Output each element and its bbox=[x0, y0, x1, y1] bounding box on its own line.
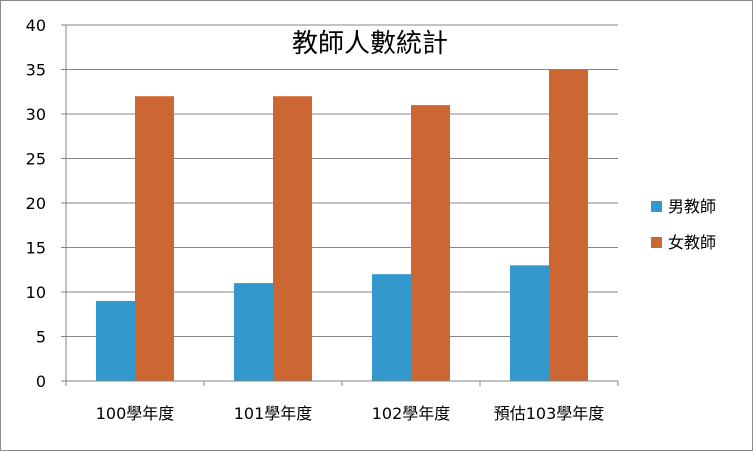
bar-female-1 bbox=[273, 96, 312, 381]
x-category-label: 預估103學年度 bbox=[494, 404, 605, 423]
legend-label: 男教師 bbox=[668, 197, 716, 216]
y-tick-label: 35 bbox=[26, 61, 46, 80]
bar-male-0 bbox=[96, 300, 135, 381]
legend-label: 女教師 bbox=[668, 233, 716, 252]
bar-female-0 bbox=[135, 96, 174, 381]
y-tick-label: 20 bbox=[26, 194, 46, 213]
bar-female-3 bbox=[549, 69, 588, 381]
bar-male-3 bbox=[510, 265, 549, 381]
legend-swatch bbox=[651, 201, 662, 212]
y-tick-label: 10 bbox=[26, 283, 46, 302]
legend-swatch bbox=[651, 237, 662, 248]
bars bbox=[96, 69, 588, 381]
x-category-label: 101學年度 bbox=[234, 404, 313, 423]
y-tick-label: 40 bbox=[26, 16, 46, 35]
x-category-label: 102學年度 bbox=[372, 404, 451, 423]
bar-male-2 bbox=[372, 274, 411, 381]
y-tick-label: 30 bbox=[26, 105, 46, 124]
y-tick-label: 0 bbox=[36, 372, 46, 391]
chart-title: 教師人數統計 bbox=[292, 29, 448, 59]
bar-male-1 bbox=[234, 283, 273, 381]
bar-female-2 bbox=[411, 105, 450, 381]
x-category-label: 100學年度 bbox=[96, 404, 175, 423]
y-tick-label: 25 bbox=[26, 150, 46, 169]
y-tick-label: 5 bbox=[36, 328, 46, 347]
axes: 0 5 10 15 20 25 30 35 40 100學年度 101學年度 102學年度 預估103學… bbox=[26, 16, 619, 423]
y-tick-label: 15 bbox=[26, 239, 46, 258]
